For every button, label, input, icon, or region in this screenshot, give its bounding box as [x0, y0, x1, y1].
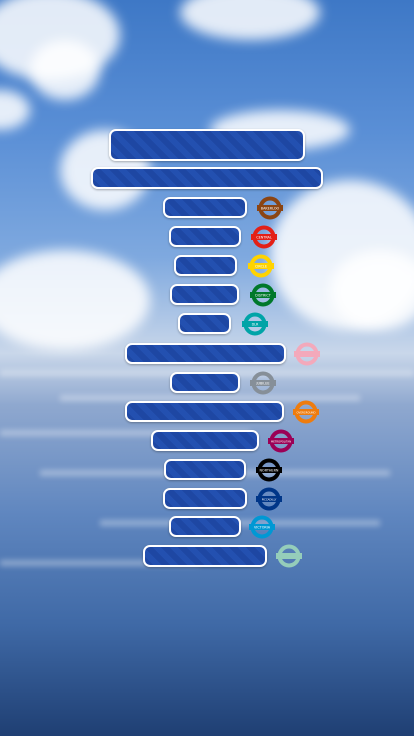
- northern-roundel-icon: NORTHERN: [256, 457, 282, 483]
- roundel-label: NORTHERN: [260, 469, 279, 473]
- victoria-line-button[interactable]: [169, 516, 241, 537]
- jubilee-line-button[interactable]: [170, 372, 240, 393]
- waterloo-line-button[interactable]: [143, 545, 267, 567]
- roundel-label: DLR: [252, 323, 259, 327]
- victoria-roundel-icon: VICTORIA: [249, 514, 275, 540]
- roundel-label: PICCADILLY: [262, 498, 277, 502]
- overground-line-button[interactable]: [125, 401, 284, 422]
- central-roundel-icon: CENTRAL: [251, 224, 277, 250]
- bakerloo-roundel-icon: BAKERLOO: [257, 195, 283, 221]
- jubilee-roundel-icon: JUBILEE: [250, 370, 276, 396]
- roundel-label: JUBILEE: [256, 382, 270, 386]
- hammersmith-roundel-icon: [294, 341, 320, 367]
- hammersmith-line-button[interactable]: [125, 343, 286, 364]
- roundel-label: CENTRAL: [256, 236, 272, 240]
- dlr-line-button[interactable]: [178, 313, 231, 334]
- header-bar-top[interactable]: [109, 129, 305, 161]
- roundel-label: OVERGROUND: [297, 411, 316, 415]
- metropolitan-roundel-icon: METROPOLITAN: [268, 428, 294, 454]
- piccadilly-roundel-icon: PICCADILLY: [256, 486, 282, 512]
- piccadilly-line-button[interactable]: [163, 488, 247, 509]
- northern-line-button[interactable]: [164, 459, 246, 480]
- header-bar-sub[interactable]: [91, 167, 323, 189]
- dlr-roundel-icon: DLR: [242, 311, 268, 337]
- roundel-label: METROPOLITAN: [271, 440, 291, 444]
- waterloo-roundel-icon: [276, 543, 302, 569]
- roundel-label: DISTRICT: [255, 294, 272, 298]
- district-line-button[interactable]: [170, 284, 239, 305]
- roundel-label: VICTORIA: [254, 526, 271, 530]
- circle-roundel-icon: CIRCLE: [248, 253, 274, 279]
- district-roundel-icon: DISTRICT: [250, 282, 276, 308]
- metropolitan-line-button[interactable]: [151, 430, 259, 451]
- central-line-button[interactable]: [169, 226, 241, 247]
- overground-roundel-icon: OVERGROUND: [293, 399, 319, 425]
- circle-line-button[interactable]: [174, 255, 237, 276]
- roundel-label: CIRCLE: [255, 265, 267, 269]
- bakerloo-line-button[interactable]: [163, 197, 247, 218]
- roundel-label: BAKERLOO: [261, 207, 280, 211]
